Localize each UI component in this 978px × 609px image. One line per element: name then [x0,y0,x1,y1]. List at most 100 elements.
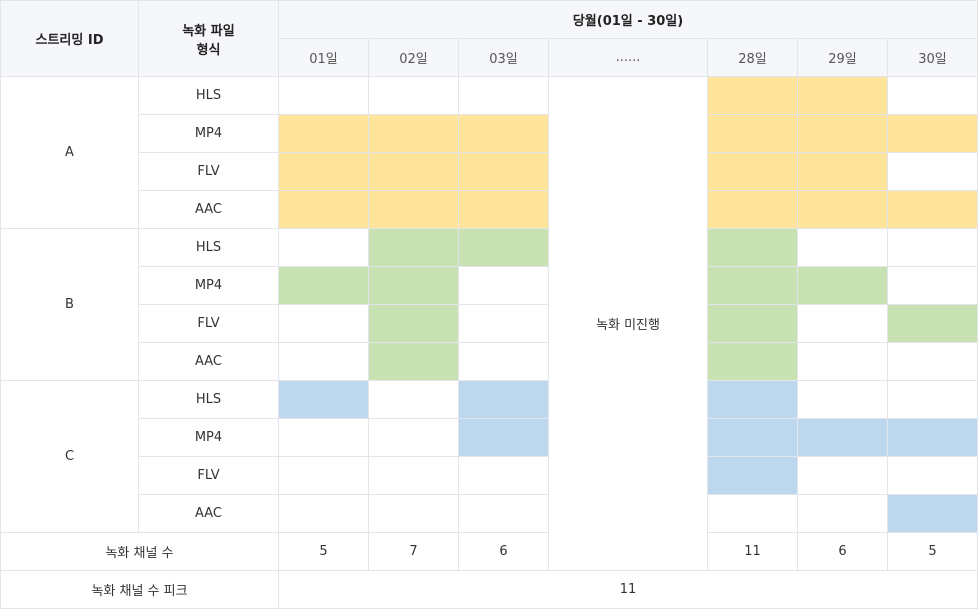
recording-cell-day-01 [278,342,369,381]
channel-count-day-29: 6 [797,532,888,571]
recording-cell-day-03 [458,418,549,457]
recording-cell-day-29 [797,228,888,267]
header-streaming-id: 스트리밍 ID [0,0,139,77]
recording-cell-day-28 [707,456,798,495]
recording-cell-day-01 [278,494,369,533]
recording-cell-day-28 [707,380,798,419]
recording-cell-day-28 [707,418,798,457]
recording-cell-day-01 [278,456,369,495]
recording-cell-day-28 [707,266,798,305]
recording-cell-day-30 [886,456,978,495]
recording-cell-day-29 [797,304,888,343]
format-cell: FLV [138,456,279,495]
recording-cell-day-03 [458,152,549,191]
format-cell: AAC [138,190,279,229]
recording-cell-day-02 [368,190,459,229]
streaming-id-cell: A [0,76,139,229]
table-row: FLV [1,152,978,191]
recording-cell-day-02 [368,76,459,115]
header-day-30: 30일 [886,38,978,77]
table-row: B HLS [0,228,978,381]
table-row: FLV [1,456,978,495]
channel-count-day-30: 5 [886,532,978,571]
recording-cell-day-28 [707,494,798,533]
recording-cell-day-28 [707,190,798,229]
channel-count-label: 녹화 채널 수 [0,532,279,571]
recording-cell-day-03 [458,456,549,495]
recording-cell-day-02 [368,494,459,533]
format-cell: FLV [138,304,279,343]
header-day-29: 29일 [797,38,888,77]
recording-cell-day-01 [278,380,369,419]
header-file-format: 녹화 파일 형식 [138,0,279,77]
recording-cell-day-28 [707,342,798,381]
format-cell: AAC [138,494,279,533]
recording-cell-day-02 [368,266,459,305]
summary-row-channel-count: 녹화 채널 수 5 7 6 11 6 5 [0,532,978,571]
recording-cell-day-30 [886,266,978,305]
recording-cell-day-29 [797,418,888,457]
recording-cell-day-29 [797,76,888,115]
peak-label: 녹화 채널 수 피크 [0,570,279,609]
recording-cell-day-03 [458,114,549,153]
format-cell: HLS [138,380,279,419]
header-day-ellipsis: ...... [548,38,708,77]
streaming-id-cell: C [0,380,139,533]
recording-cell-day-29 [797,152,888,191]
recording-cell-day-30 [886,418,978,457]
format-cell: HLS [138,76,279,115]
recording-cell-day-02 [368,342,459,381]
recording-cell-day-01 [278,266,369,305]
recording-cell-day-30 [886,494,978,533]
recording-cell-day-01 [278,190,369,229]
recording-cell-day-03 [458,342,549,381]
recording-cell-day-03 [458,228,549,267]
no-recording-cell: 녹화 미진행 [548,76,708,571]
table-row: MP4 [1,266,978,305]
table-row: A HLS 녹화 미진행 [0,76,978,571]
recording-cell-day-03 [458,266,549,305]
grid-body: A HLS 녹화 미진행 MP4 FLV AAC B HLS MP4 FLV AAC C HLS MP4 F… [0,76,978,609]
format-cell: AAC [138,342,279,381]
recording-cell-day-30 [886,76,978,115]
table-row: MP4 [1,114,978,153]
channel-count-day-03: 6 [458,532,549,571]
streaming-id-cell: B [0,228,139,381]
table-row: C HLS [0,380,978,533]
recording-cell-day-01 [278,152,369,191]
table-row: AAC [1,342,978,381]
recording-cell-day-03 [458,190,549,229]
recording-cell-day-30 [886,304,978,343]
recording-cell-day-01 [278,114,369,153]
recording-cell-day-30 [886,152,978,191]
recording-cell-day-02 [368,418,459,457]
format-cell: MP4 [138,418,279,457]
recording-cell-day-01 [278,304,369,343]
recording-cell-day-30 [886,380,978,419]
recording-cell-day-01 [278,228,369,267]
header-file-format-line2: 형식 [196,42,221,58]
channel-count-day-02: 7 [368,532,459,571]
header-day-28: 28일 [707,38,798,77]
recording-cell-day-02 [368,456,459,495]
recording-cell-day-03 [458,494,549,533]
recording-cell-day-28 [707,228,798,267]
header-day-01: 01일 [278,38,369,77]
table-row: MP4 [1,418,978,457]
recording-cell-day-02 [368,114,459,153]
summary-row-peak: 녹화 채널 수 피크 11 [0,570,978,609]
recording-cell-day-29 [797,494,888,533]
table-row: FLV [1,304,978,343]
header-day-02: 02일 [368,38,459,77]
format-cell: MP4 [138,114,279,153]
recording-cell-day-29 [797,190,888,229]
recording-cell-day-01 [278,76,369,115]
recording-cell-day-03 [458,76,549,115]
format-cell: FLV [138,152,279,191]
recording-cell-day-01 [278,418,369,457]
table-row: AAC [1,190,978,229]
channel-count-day-01: 5 [278,532,369,571]
format-cell: HLS [138,228,279,267]
recording-cell-day-30 [886,228,978,267]
